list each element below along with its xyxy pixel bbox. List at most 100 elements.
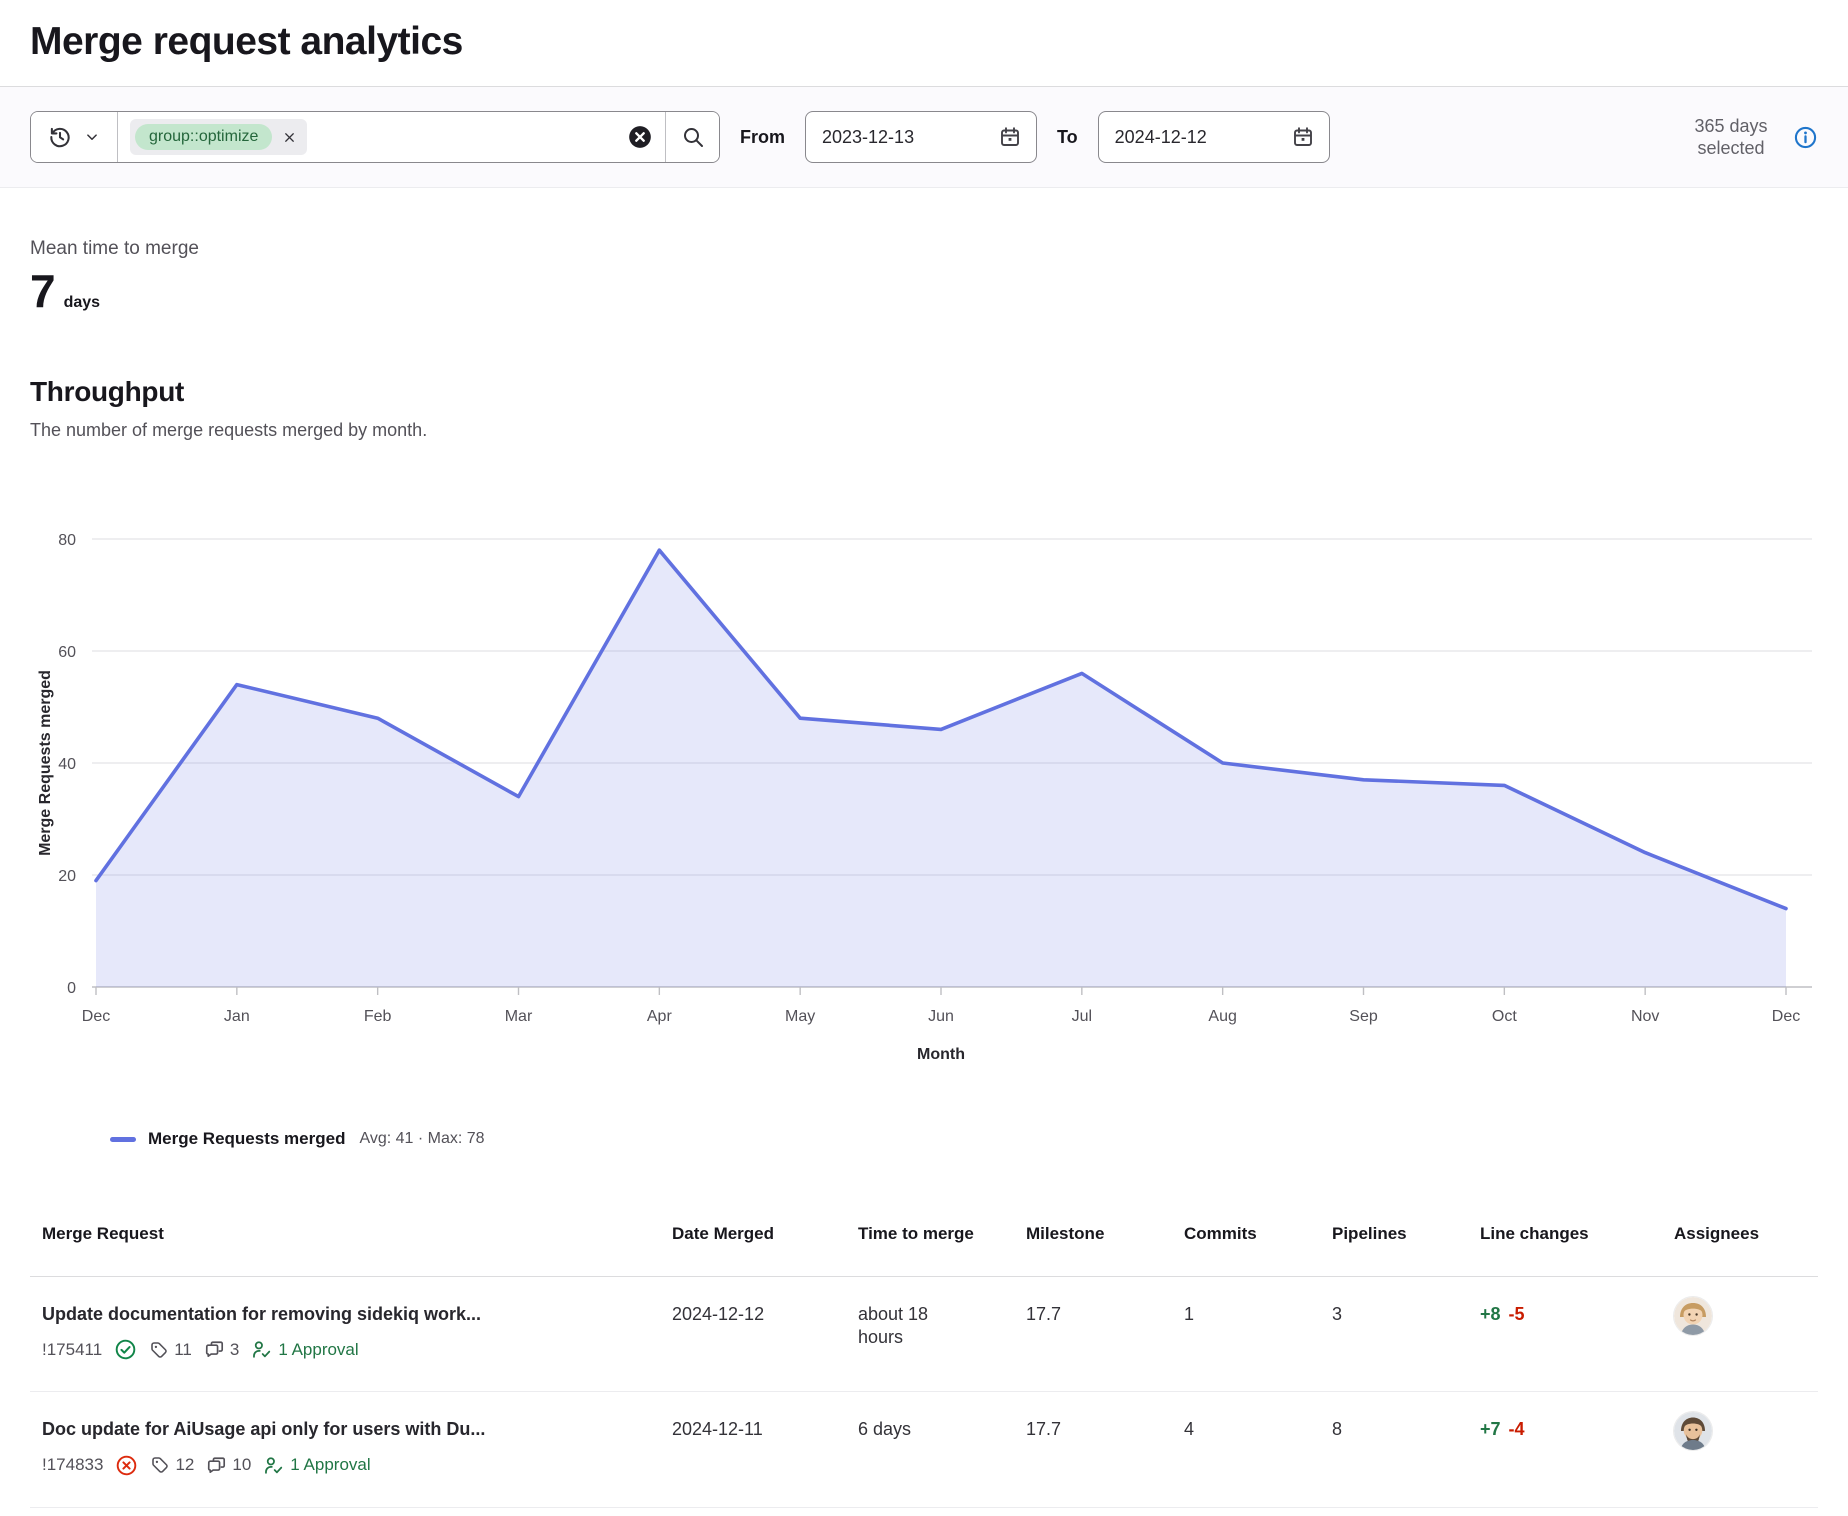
date-merged-cell: 2024-12-11: [660, 1392, 846, 1506]
labels-count: 12: [150, 1454, 194, 1476]
deletions: -4: [1509, 1419, 1525, 1439]
info-icon[interactable]: [1793, 125, 1818, 150]
mean-time-stat: Mean time to merge 7 days: [0, 238, 1848, 318]
status-icon: [115, 1454, 138, 1477]
svg-text:80: 80: [58, 532, 76, 549]
page-title: Merge request analytics: [0, 0, 1848, 86]
days-selected-text: 365 days selected: [1679, 115, 1783, 160]
avatar: [1674, 1297, 1712, 1335]
calendar-icon: [998, 125, 1022, 149]
svg-text:Aug: Aug: [1208, 1008, 1236, 1025]
svg-text:Dec: Dec: [1772, 1008, 1800, 1025]
additions: +8: [1480, 1304, 1501, 1324]
svg-text:Feb: Feb: [364, 1008, 392, 1025]
pipelines-cell: 3: [1320, 1277, 1468, 1391]
mean-time-unit: days: [64, 294, 100, 312]
calendar-icon: [1291, 125, 1315, 149]
table-row: Doc update for AiUsage api only for user…: [30, 1392, 1818, 1507]
svg-text:Mar: Mar: [505, 1008, 533, 1025]
table-header-row: Merge Request Date Merged Time to merge …: [30, 1209, 1818, 1277]
throughput-chart: 020406080DecJanFebMarAprMayJunJulAugSepO…: [30, 455, 1818, 1127]
clear-icon: [627, 124, 653, 150]
from-date-value: 2023-12-13: [822, 127, 914, 148]
svg-text:Jun: Jun: [928, 1008, 954, 1025]
mean-time-label: Mean time to merge: [30, 238, 1818, 260]
merge-request-id: !175411: [42, 1339, 102, 1361]
date-merged-cell: 2024-12-12: [660, 1277, 846, 1391]
approvals-link[interactable]: 1 Approval: [263, 1454, 370, 1476]
svg-text:20: 20: [58, 868, 76, 885]
label-icon: [150, 1455, 170, 1475]
line-changes-cell: +8-5: [1468, 1277, 1662, 1391]
pipelines-cell: 8: [1320, 1392, 1468, 1506]
milestone-cell: 17.7: [1014, 1392, 1172, 1506]
search-input[interactable]: group::optimize: [118, 112, 665, 162]
search-button[interactable]: [665, 112, 719, 162]
throughput-section: Throughput The number of merge requests …: [0, 376, 1848, 1149]
legend-swatch: [110, 1137, 136, 1142]
line-changes-cell: +7 -4: [1468, 1392, 1662, 1506]
table-body: Update documentation for removing sideki…: [30, 1277, 1818, 1508]
filter-token-label: group::optimize: [135, 124, 272, 150]
history-icon: [47, 124, 73, 150]
from-date-input[interactable]: 2023-12-13: [805, 111, 1037, 163]
search-history-button[interactable]: [31, 112, 118, 162]
days-selected: 365 days selected: [1679, 115, 1818, 160]
remove-token-icon[interactable]: [282, 130, 297, 145]
approval-icon: [251, 1339, 272, 1360]
col-header-date-merged: Date Merged: [660, 1209, 846, 1276]
avatar: [1674, 1412, 1712, 1450]
filtered-search: group::optimize: [30, 111, 720, 163]
legend-label: Merge Requests merged: [148, 1129, 345, 1149]
merge-request-title-link[interactable]: Update documentation for removing sideki…: [42, 1303, 646, 1326]
throughput-title: Throughput: [30, 376, 1818, 408]
commits-cell: 1: [1172, 1277, 1320, 1391]
filter-bar: group::optimize From 2023-12-13 To 2024-…: [0, 86, 1848, 188]
filter-token[interactable]: group::optimize: [130, 119, 307, 155]
legend-stats: Avg: 41 · Max: 78: [359, 1130, 484, 1148]
svg-text:0: 0: [67, 980, 76, 997]
col-header-time-to-merge: Time to merge: [846, 1209, 1014, 1276]
chart-legend: Merge Requests merged Avg: 41 · Max: 78: [110, 1129, 1818, 1149]
milestone-cell: 17.7: [1014, 1277, 1172, 1391]
label-icon: [149, 1340, 169, 1360]
additions: +7: [1480, 1419, 1501, 1439]
status-icon: [114, 1338, 137, 1361]
clear-search-button[interactable]: [627, 124, 653, 150]
comments-count: 10: [206, 1454, 251, 1476]
svg-text:40: 40: [58, 756, 76, 773]
labels-count: 11: [149, 1339, 192, 1361]
mean-time-value: 7: [30, 264, 56, 318]
throughput-subtitle: The number of merge requests merged by m…: [30, 420, 1818, 441]
col-header-merge-request: Merge Request: [30, 1209, 660, 1276]
merge-request-title-link[interactable]: Doc update for AiUsage api only for user…: [42, 1418, 646, 1441]
svg-text:Nov: Nov: [1631, 1008, 1659, 1025]
chevron-down-icon: [83, 128, 101, 146]
svg-text:Jul: Jul: [1072, 1008, 1092, 1025]
table-row: Update documentation for removing sideki…: [30, 1277, 1818, 1392]
svg-text:Merge Requests merged: Merge Requests merged: [37, 670, 54, 856]
merge-request-id: !174833: [42, 1454, 103, 1476]
to-label: To: [1057, 127, 1078, 148]
svg-text:Dec: Dec: [82, 1008, 110, 1025]
merge-request-table: Merge Request Date Merged Time to merge …: [0, 1209, 1848, 1508]
comments-icon: [204, 1339, 225, 1360]
svg-text:Apr: Apr: [647, 1008, 673, 1025]
comments-count: 3: [204, 1339, 239, 1361]
col-header-milestone: Milestone: [1014, 1209, 1172, 1276]
col-header-commits: Commits: [1172, 1209, 1320, 1276]
svg-text:Jan: Jan: [224, 1008, 250, 1025]
commits-cell: 4: [1172, 1392, 1320, 1506]
search-icon: [681, 125, 705, 149]
svg-text:Oct: Oct: [1492, 1008, 1517, 1025]
col-header-line-changes: Line changes: [1468, 1209, 1662, 1276]
col-header-pipelines: Pipelines: [1320, 1209, 1468, 1276]
comments-icon: [206, 1455, 227, 1476]
approvals-link[interactable]: 1 Approval: [251, 1339, 358, 1361]
svg-text:May: May: [785, 1008, 815, 1025]
svg-text:Sep: Sep: [1349, 1008, 1378, 1025]
time-to-merge-cell: 6 days: [846, 1392, 1014, 1506]
approval-icon: [263, 1455, 284, 1476]
to-date-input[interactable]: 2024-12-12: [1098, 111, 1330, 163]
to-date-value: 2024-12-12: [1115, 127, 1207, 148]
